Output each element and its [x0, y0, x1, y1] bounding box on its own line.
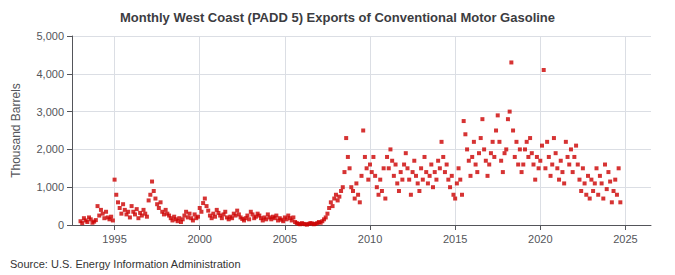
svg-text:5,000: 5,000: [36, 30, 64, 42]
svg-text:2010: 2010: [358, 233, 382, 245]
svg-text:1995: 1995: [102, 233, 126, 245]
svg-text:1,000: 1,000: [36, 181, 64, 193]
svg-text:4,000: 4,000: [36, 68, 64, 80]
svg-text:2000: 2000: [187, 233, 211, 245]
svg-text:0: 0: [58, 219, 64, 231]
svg-text:Thousand Barrels: Thousand Barrels: [9, 83, 23, 178]
svg-text:2005: 2005: [273, 233, 297, 245]
svg-text:3,000: 3,000: [36, 106, 64, 118]
svg-text:2,000: 2,000: [36, 143, 64, 155]
svg-text:2015: 2015: [443, 233, 467, 245]
svg-text:Source: U.S. Energy Informatio: Source: U.S. Energy Information Administ…: [10, 258, 241, 270]
svg-text:2020: 2020: [528, 233, 552, 245]
svg-text:2025: 2025: [613, 233, 637, 245]
svg-text:Monthly West Coast (PADD 5) Ex: Monthly West Coast (PADD 5) Exports of C…: [120, 10, 555, 25]
